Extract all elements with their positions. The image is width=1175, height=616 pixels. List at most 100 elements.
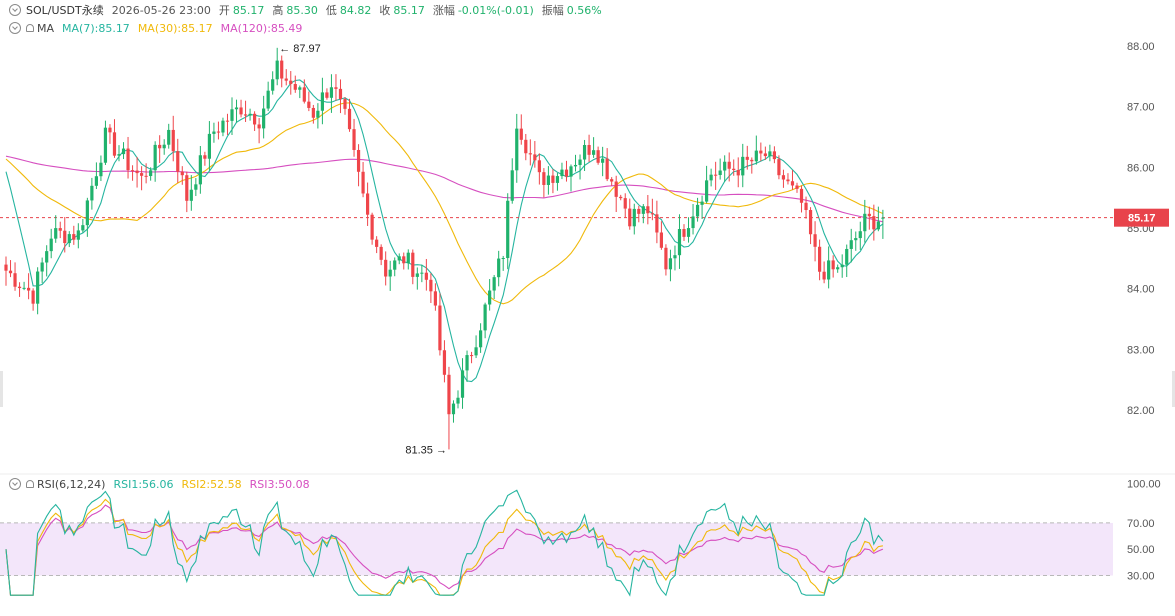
candle: [370, 212, 374, 245]
ma-collapse-toggle-icon[interactable]: [9, 22, 21, 34]
rsi-tick-label: 30.00: [1127, 571, 1155, 583]
candle-body: [736, 170, 740, 176]
rsi-indicator-name[interactable]: RSI(6,12,24): [37, 477, 106, 491]
candle-body: [81, 225, 85, 231]
candle: [501, 255, 505, 271]
candle-body: [515, 128, 519, 171]
candle: [592, 137, 596, 158]
candle: [551, 169, 555, 194]
candle-body: [610, 179, 614, 182]
candle: [686, 217, 691, 243]
candle: [429, 273, 433, 304]
candle: [27, 273, 31, 300]
candle-body: [284, 78, 288, 81]
candle: [677, 214, 682, 269]
candle-body: [388, 269, 392, 277]
candle: [637, 205, 641, 223]
right-panel-handle[interactable]: [1172, 371, 1175, 407]
candle-body: [506, 200, 510, 259]
candle: [705, 165, 709, 204]
candle: [564, 160, 569, 182]
current-price-label: 85.17: [1128, 213, 1156, 225]
candle-body: [659, 232, 663, 248]
candle: [451, 400, 456, 423]
candle: [424, 258, 428, 291]
candle-body: [338, 88, 343, 100]
candle: [858, 221, 862, 250]
candle-body: [664, 247, 668, 270]
candle-body: [298, 87, 302, 90]
candle-body: [438, 305, 442, 351]
candle-body: [36, 271, 40, 304]
candle-body: [366, 193, 370, 215]
alert-bell-icon[interactable]: [26, 24, 34, 32]
candle-body: [384, 259, 388, 277]
candle-body: [402, 256, 406, 264]
candle-body: [40, 262, 44, 272]
candle: [827, 246, 831, 289]
candle-body: [849, 240, 853, 249]
candle: [818, 239, 822, 281]
candle: [754, 135, 758, 165]
candle: [741, 143, 745, 188]
candle: [289, 71, 293, 95]
candle: [325, 88, 329, 100]
candle-body: [420, 272, 424, 274]
rsi-alert-bell-icon[interactable]: [26, 480, 34, 488]
amplitude-value: 0.56%: [566, 3, 602, 17]
left-panel-handle[interactable]: [0, 371, 3, 407]
candle: [623, 193, 627, 218]
candle-body: [379, 246, 383, 260]
symbol-name[interactable]: SOL/USDT永续: [26, 4, 104, 17]
candle-body: [451, 403, 456, 415]
price-tick-label: 88.00: [1127, 41, 1155, 53]
candle: [492, 274, 496, 299]
candle-body: [777, 159, 781, 176]
candle-body: [76, 230, 80, 240]
candle: [384, 251, 388, 286]
candle: [646, 195, 650, 225]
candle-body: [112, 132, 117, 156]
candle: [659, 221, 663, 250]
candle: [469, 351, 474, 364]
candle-body: [555, 176, 560, 183]
candle: [180, 166, 184, 185]
candle-body: [216, 131, 221, 133]
candle: [397, 253, 401, 265]
candle-body: [135, 170, 139, 174]
candle-body: [225, 120, 230, 122]
candle: [768, 144, 772, 162]
candle: [605, 148, 609, 182]
candle: [442, 340, 447, 383]
candle: [284, 69, 288, 86]
candle: [352, 118, 356, 157]
candle-body: [705, 180, 709, 202]
ma-indicator-name[interactable]: MA: [37, 21, 55, 35]
collapse-toggle-icon[interactable]: [9, 4, 21, 16]
candle-body: [212, 131, 216, 134]
rsi-collapse-toggle-icon[interactable]: [9, 478, 21, 490]
candle-body: [876, 221, 880, 230]
candle-body: [130, 170, 135, 172]
candle: [628, 198, 632, 230]
candle-body: [447, 374, 451, 415]
candle-body: [103, 127, 108, 163]
candle: [36, 267, 40, 315]
candle-body: [827, 260, 831, 280]
candle-body: [234, 107, 239, 110]
candle-body: [483, 304, 487, 331]
candle-body: [67, 234, 71, 244]
candle: [379, 244, 383, 266]
candle: [176, 138, 180, 183]
candle: [406, 249, 410, 270]
candle-body: [601, 158, 605, 163]
candle: [329, 74, 334, 113]
candle: [112, 119, 117, 158]
candle: [714, 161, 718, 190]
candle: [230, 97, 234, 136]
candle-body: [686, 228, 691, 237]
candle: [225, 113, 230, 136]
candle-body: [723, 161, 727, 171]
